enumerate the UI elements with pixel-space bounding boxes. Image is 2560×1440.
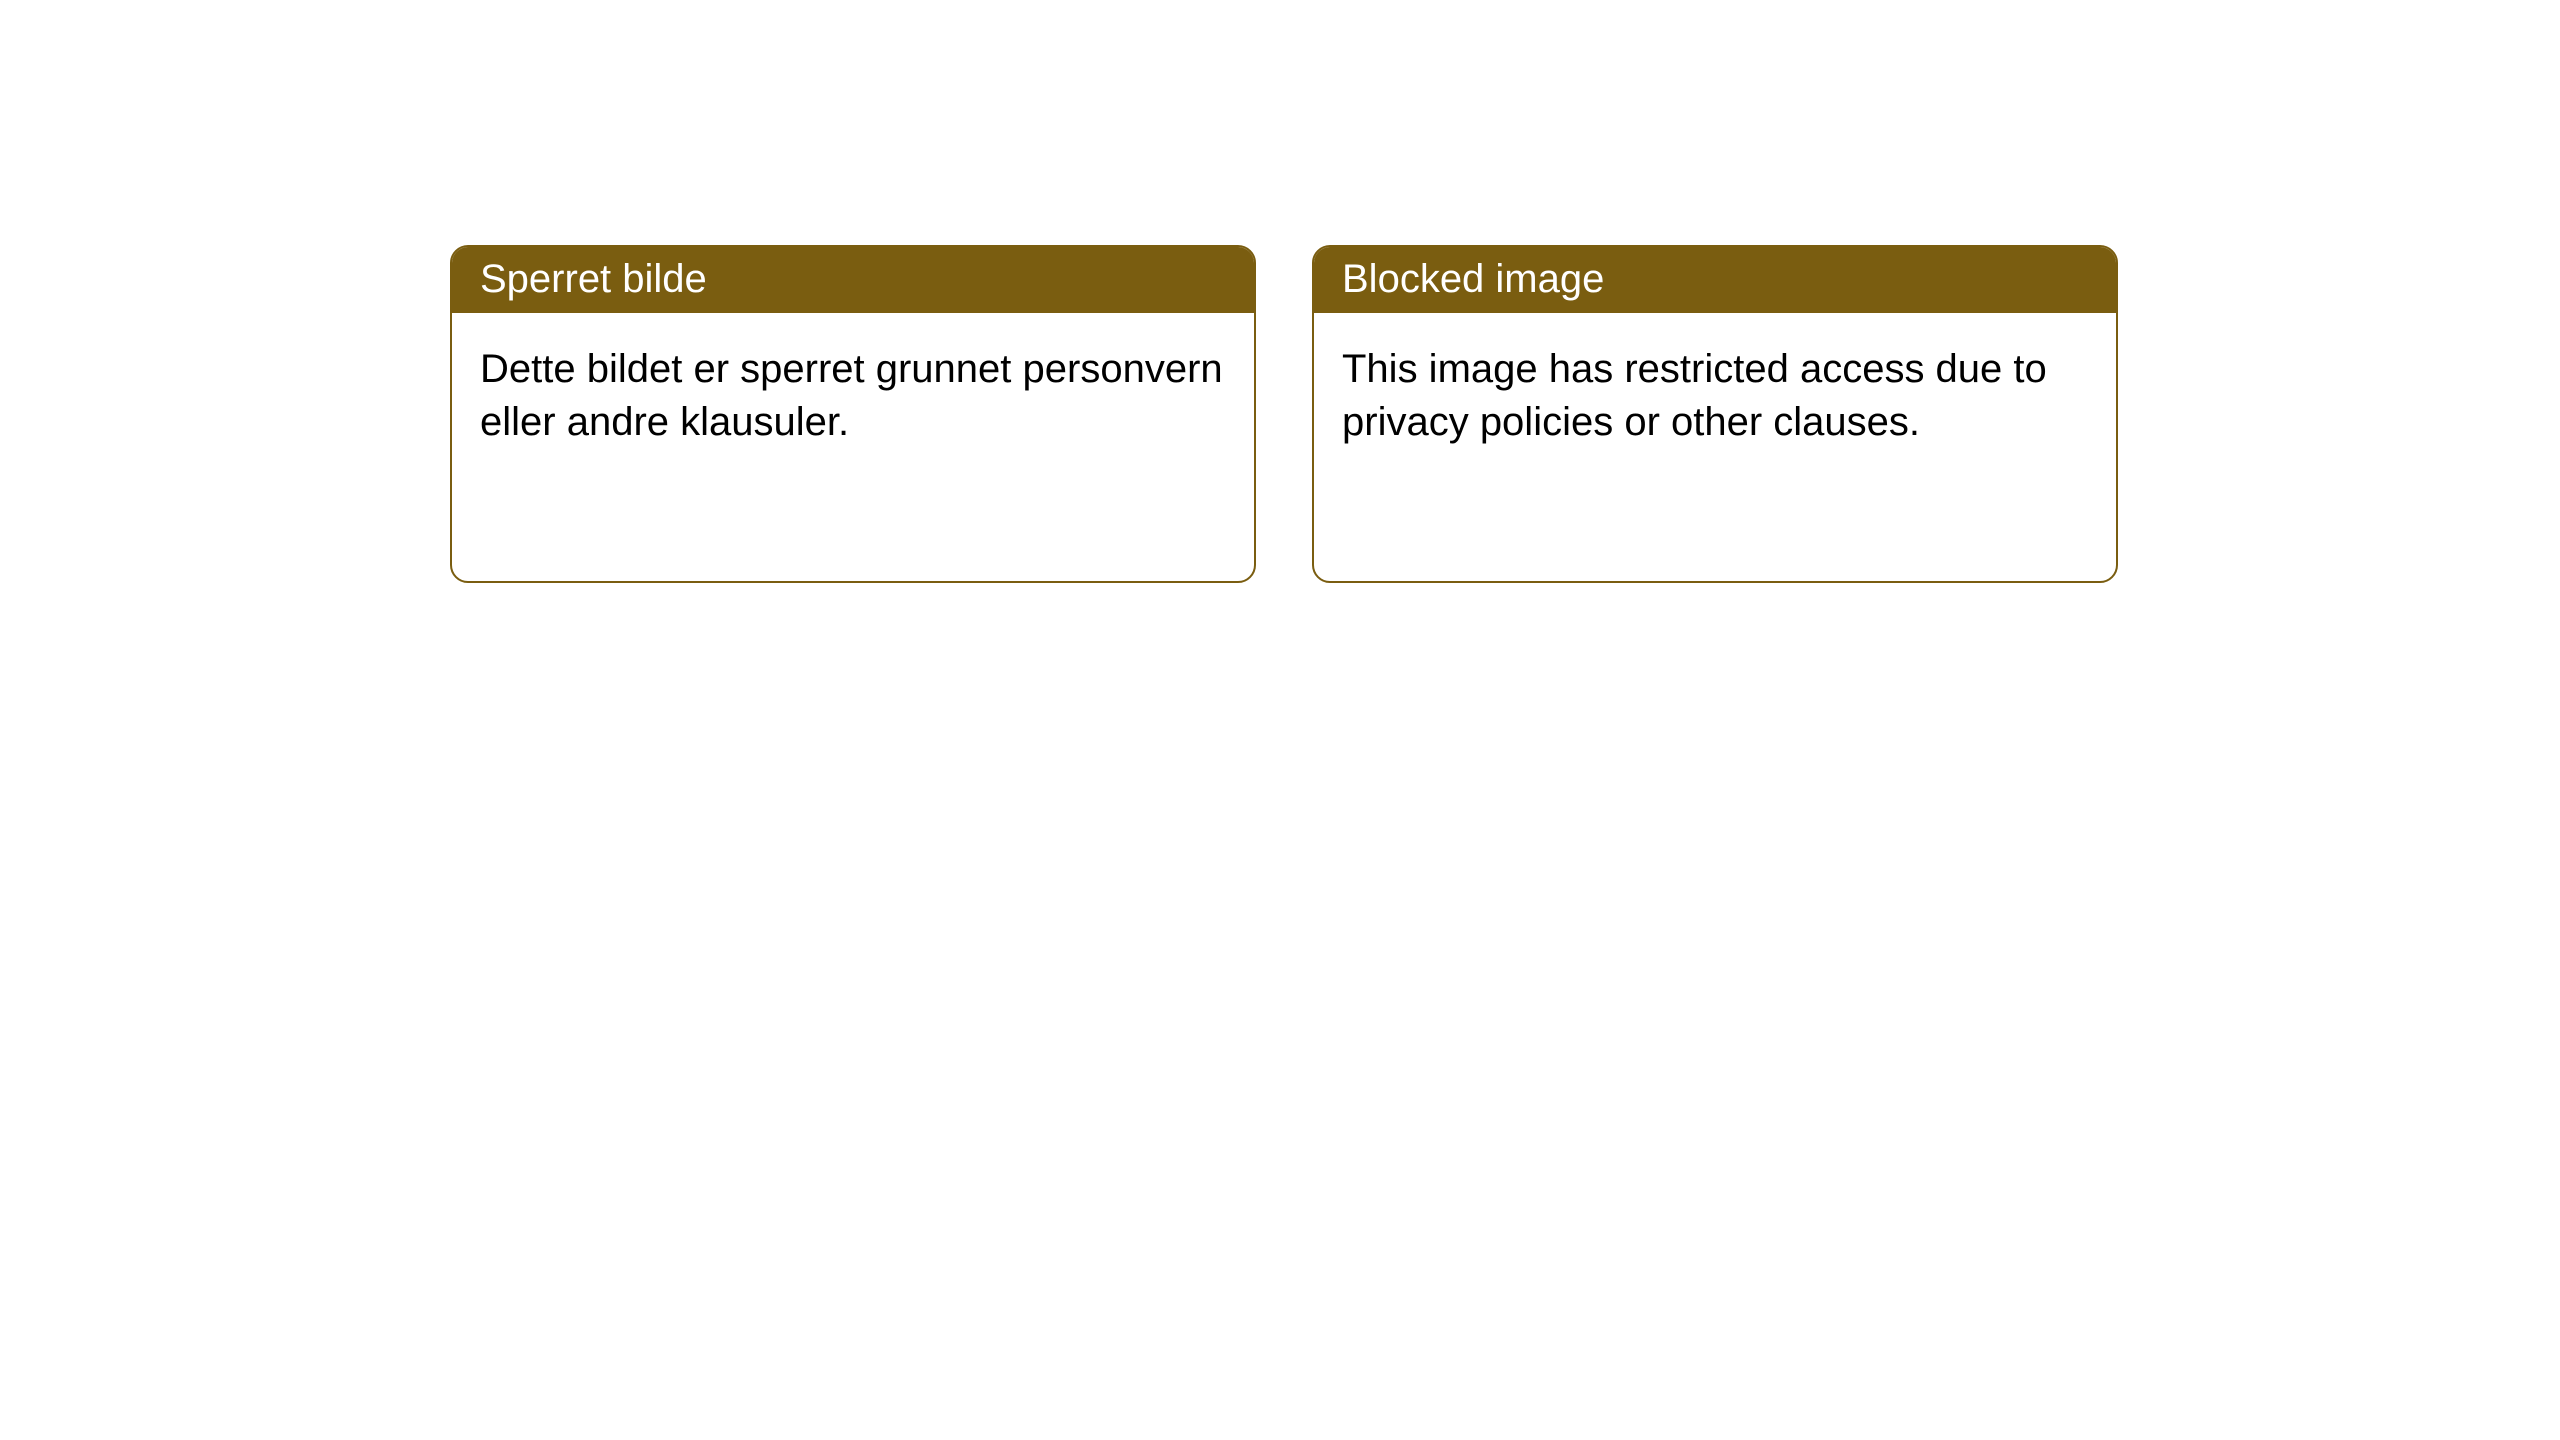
card-body: Dette bildet er sperret grunnet personve…: [452, 313, 1254, 479]
blocked-image-card-en: Blocked image This image has restricted …: [1312, 245, 2118, 583]
blocked-image-card-no: Sperret bilde Dette bildet er sperret gr…: [450, 245, 1256, 583]
cards-container: Sperret bilde Dette bildet er sperret gr…: [0, 0, 2560, 583]
card-header: Sperret bilde: [452, 247, 1254, 313]
card-body: This image has restricted access due to …: [1314, 313, 2116, 479]
card-header: Blocked image: [1314, 247, 2116, 313]
